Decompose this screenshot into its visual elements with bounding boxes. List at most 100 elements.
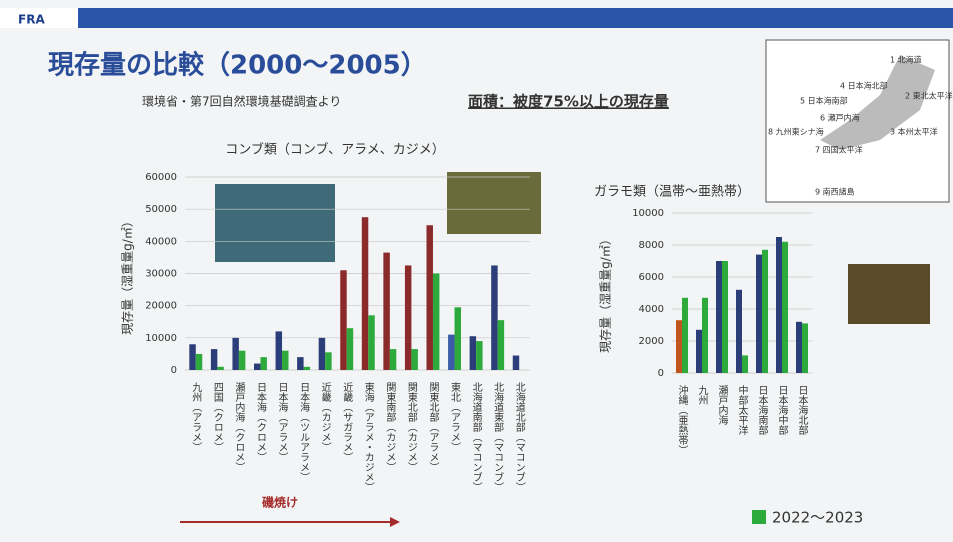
bar (702, 298, 708, 373)
bar (297, 357, 303, 370)
y-tick-label: 4000 (639, 304, 664, 315)
x-tick-label: 日本海（アラメ） (276, 382, 288, 462)
chart-title: ガラモ類（温帯〜亜熱帯） (594, 185, 750, 200)
x-tick-label: 中部太平洋 (736, 384, 748, 436)
photo (215, 184, 335, 262)
y-tick-label: 10000 (632, 208, 664, 219)
bar (340, 270, 346, 370)
legend-swatch (752, 510, 766, 524)
x-tick-label: 関東南部（カジメ） (384, 382, 396, 472)
y-tick-label: 10000 (145, 333, 177, 344)
bar (722, 261, 728, 373)
y-tick-label: 40000 (145, 236, 177, 247)
bar (254, 364, 260, 370)
y-tick-label: 0 (658, 368, 664, 379)
map-label: 4 日本海北部 (840, 81, 888, 91)
y-tick-label: 50000 (145, 204, 177, 215)
bar (776, 237, 782, 373)
bar (433, 274, 439, 371)
bar (742, 355, 748, 373)
x-tick-label: 関東北部（カジメ） (405, 382, 417, 472)
map-label: 1 北海道 (890, 55, 922, 65)
map-label: 2 東北太平洋 (905, 91, 953, 101)
map-label: 3 本州太平洋 (890, 127, 938, 137)
map-label: 8 九州東シナ海 (768, 127, 824, 137)
x-tick-label: 九州（アラメ） (190, 382, 202, 452)
x-tick-label: 日本海（クロメ） (254, 382, 266, 462)
bar (498, 320, 504, 370)
x-tick-label: 日本海（ツルアラメ） (298, 382, 310, 482)
x-tick-label: 四国（クロメ） (211, 382, 223, 452)
bar (676, 320, 682, 373)
bar (325, 352, 331, 370)
bar (383, 253, 389, 370)
x-tick-label: 近畿（カジメ） (319, 381, 331, 452)
x-tick-label: 関東北部（アラメ） (427, 382, 439, 472)
bar (427, 225, 433, 370)
x-tick-label: 北海道南部（マコンブ） (470, 382, 482, 492)
bar (239, 351, 245, 370)
x-tick-label: 日本海中部 (776, 385, 788, 436)
bar (362, 217, 368, 370)
bar (232, 338, 238, 370)
x-tick-label: 北海道東部（マコンブ） (492, 382, 504, 492)
bar (762, 250, 768, 373)
y-tick-label: 2000 (639, 336, 664, 347)
bar (491, 265, 497, 370)
slide-title: 現存量の比較（2000〜2005） (48, 50, 427, 81)
bar (405, 265, 411, 370)
note: 面積：被度75%以上の現存量 (468, 93, 669, 111)
bar (682, 298, 688, 373)
bar (319, 338, 325, 370)
bar (736, 290, 742, 373)
y-tick-label: 8000 (639, 240, 664, 251)
map-label: 5 日本海南部 (800, 96, 848, 106)
x-tick-label: 沖縄（亜熱帯） (676, 384, 688, 455)
bar (716, 261, 722, 373)
x-tick-label: 東北（アラメ） (449, 381, 461, 452)
bar (282, 351, 288, 370)
y-tick-label: 60000 (145, 172, 177, 183)
bar (189, 344, 195, 370)
y-axis-label: 現存量（湿重量g/㎡） (120, 215, 135, 335)
x-tick-label: 瀬戸内海 (716, 385, 728, 426)
y-tick-label: 6000 (639, 272, 664, 283)
bar (782, 242, 788, 373)
y-tick-label: 20000 (145, 301, 177, 312)
arrow-label: 磯焼け (262, 495, 298, 510)
y-tick-label: 0 (171, 365, 177, 376)
y-axis-label: 現存量（湿重量g/㎡） (598, 233, 613, 353)
bar (455, 307, 461, 370)
map-label: 9 南西諸島 (815, 187, 855, 197)
bar (196, 354, 202, 370)
bar (411, 349, 417, 370)
x-tick-label: 日本海北部 (796, 385, 808, 436)
bar (368, 315, 374, 370)
bar (476, 341, 482, 370)
bar (304, 367, 310, 370)
bar (756, 255, 762, 373)
bar (513, 356, 519, 370)
photo (848, 264, 930, 324)
x-tick-label: 東海（アラメ・カジメ） (362, 381, 374, 492)
logo: FRA (18, 13, 45, 27)
bar (211, 349, 217, 370)
bar (260, 357, 266, 370)
legend-label: 2022〜2023 (772, 509, 863, 527)
x-tick-label: 日本海南部 (756, 385, 768, 436)
bar (276, 331, 282, 370)
bar (796, 322, 802, 373)
bar (347, 328, 353, 370)
x-tick-label: 近畿（サガラメ） (341, 381, 353, 462)
x-tick-label: 九州 (696, 385, 708, 405)
photo (447, 172, 541, 234)
bar (217, 367, 223, 370)
header-bar (0, 8, 953, 28)
slide: FRA 現存量の比較（2000〜2005） 環境省・第7回自然環境基礎調査より … (0, 0, 953, 542)
source: 環境省・第7回自然環境基礎調査より (142, 94, 341, 109)
bar (390, 349, 396, 370)
y-tick-label: 30000 (145, 269, 177, 280)
x-tick-label: 北海道北部（マコンブ） (513, 382, 525, 492)
map-label: 6 瀬戸内海 (820, 113, 860, 123)
bar (470, 336, 476, 370)
